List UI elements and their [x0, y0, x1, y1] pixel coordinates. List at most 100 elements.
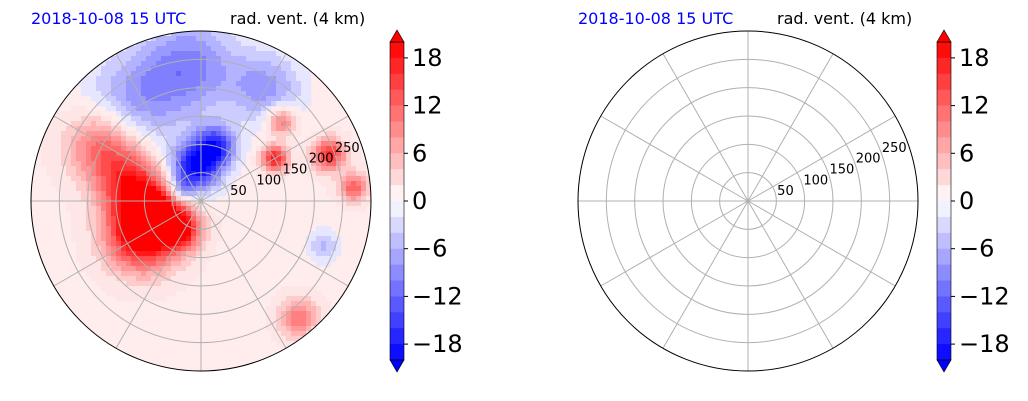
field-cell	[146, 71, 152, 77]
field-cell	[81, 106, 87, 112]
field-cell	[106, 286, 112, 292]
field-cell	[126, 291, 132, 297]
field-cell	[321, 126, 327, 132]
field-cell	[171, 286, 177, 292]
angular-grid-line	[200, 200, 349, 287]
field-cell	[191, 221, 197, 227]
field-cell	[321, 241, 327, 247]
field-cell	[281, 316, 287, 322]
field-cell	[196, 211, 202, 217]
field-cell	[121, 146, 127, 152]
field-cell	[316, 251, 322, 257]
field-cell	[126, 136, 132, 142]
field-cell	[206, 81, 212, 87]
field-cell	[146, 251, 152, 257]
field-cell	[356, 181, 362, 187]
field-cell	[221, 36, 227, 42]
field-cell	[181, 226, 187, 232]
field-cell	[266, 86, 272, 92]
field-cell	[246, 106, 252, 112]
field-cell	[51, 166, 57, 172]
field-cell	[321, 251, 327, 257]
field-cell	[126, 266, 132, 272]
field-cell	[71, 156, 77, 162]
field-cell	[186, 256, 192, 262]
field-cell	[231, 151, 237, 157]
colorbar-tick-label: −12	[412, 282, 463, 310]
field-cell	[216, 146, 222, 152]
field-cell	[321, 256, 327, 262]
field-cell	[116, 296, 122, 302]
field-cell	[311, 231, 317, 237]
field-cell	[311, 286, 317, 292]
field-cell	[61, 131, 67, 137]
field-cell	[266, 71, 272, 77]
field-cell	[336, 146, 342, 152]
field-cell	[141, 186, 147, 192]
field-cell	[286, 311, 292, 317]
field-cell	[116, 71, 122, 77]
field-cell	[76, 131, 82, 137]
field-cell	[81, 216, 87, 222]
field-cell	[236, 141, 242, 147]
field-cell	[206, 106, 212, 112]
field-cell	[66, 196, 72, 202]
field-cell	[271, 296, 277, 302]
field-cell	[121, 131, 127, 137]
field-cell	[111, 281, 117, 287]
field-cell	[126, 51, 132, 57]
field-cell	[171, 101, 177, 107]
field-cell	[301, 326, 307, 332]
field-cell	[291, 76, 297, 82]
radial-tick-label: 200	[309, 152, 334, 167]
field-cell	[76, 116, 82, 122]
field-cell	[41, 161, 47, 167]
field-cell	[156, 201, 162, 207]
field-cell	[136, 156, 142, 162]
field-cell	[86, 236, 92, 242]
field-cell	[141, 286, 147, 292]
field-cell	[146, 126, 152, 132]
field-cell	[166, 186, 172, 192]
field-cell	[291, 96, 297, 102]
field-cell	[316, 316, 322, 322]
field-cell	[211, 241, 217, 247]
field-cell	[256, 111, 262, 117]
field-cell	[241, 91, 247, 97]
field-cell	[206, 36, 212, 42]
field-cell	[246, 111, 252, 117]
field-cell	[91, 216, 97, 222]
field-cell	[146, 276, 152, 282]
field-cell	[296, 121, 302, 127]
field-cell	[361, 181, 367, 187]
field-cell	[76, 236, 82, 242]
field-cell	[176, 161, 182, 167]
field-cell	[116, 271, 122, 277]
field-cell	[101, 286, 107, 292]
field-cell	[126, 186, 132, 192]
field-cell	[196, 61, 202, 67]
field-cell	[246, 61, 252, 67]
field-cell	[161, 136, 167, 142]
field-cell	[161, 111, 167, 117]
field-cell	[281, 171, 287, 177]
field-cell	[261, 86, 267, 92]
field-cell	[106, 66, 112, 72]
field-cell	[251, 126, 257, 132]
field-cell	[156, 41, 162, 47]
field-cell	[166, 66, 172, 72]
field-cell	[281, 166, 287, 172]
field-cell	[266, 126, 272, 132]
colorbar-level	[937, 232, 951, 250]
field-cell	[56, 156, 62, 162]
field-cell	[146, 291, 152, 297]
field-cell	[146, 211, 152, 217]
field-cell	[66, 176, 72, 182]
field-cell	[346, 201, 352, 207]
field-cell	[346, 181, 352, 187]
field-cell	[156, 196, 162, 202]
field-cell	[351, 186, 357, 192]
field-cell	[161, 271, 167, 277]
field-cell	[116, 61, 122, 67]
colorbar-extend-top	[936, 29, 952, 43]
